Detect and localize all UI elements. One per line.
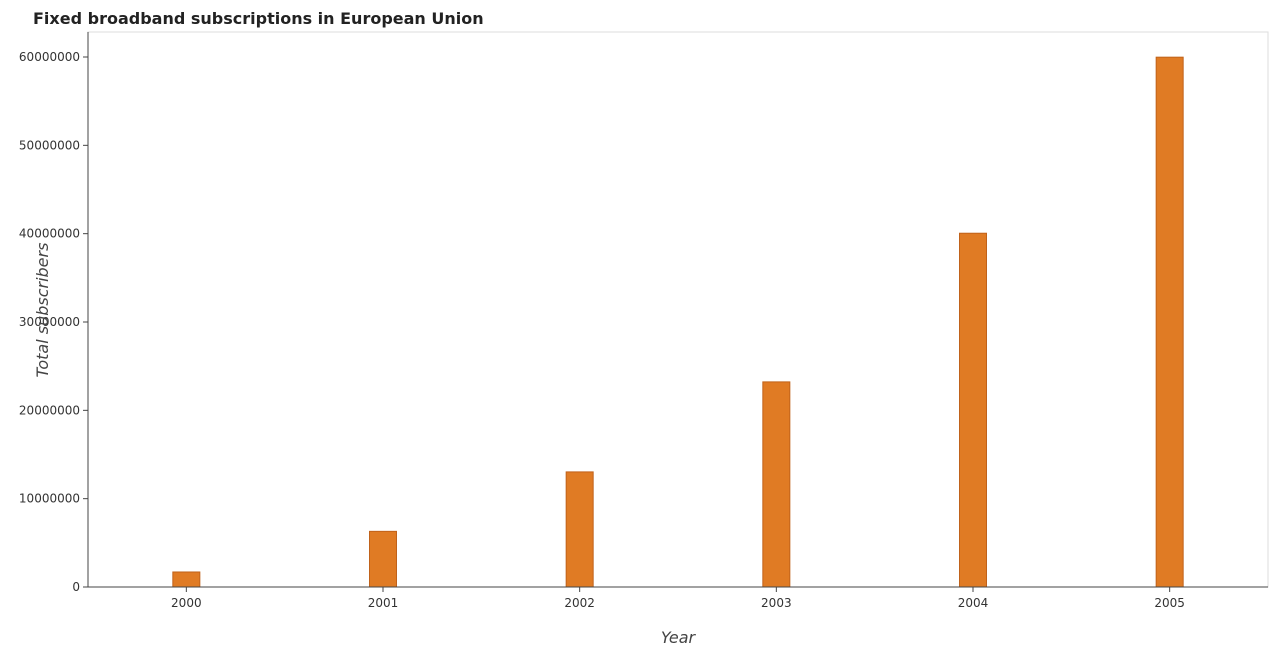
y-ticks: 0 10000000 20000000 30000000 40000000 5000000… <box>19 50 88 594</box>
y-tick-label-6: 60000000 <box>19 50 80 64</box>
x-tick-label-2001: 2001 <box>368 596 399 610</box>
y-tick-label-3: 30000000 <box>19 315 80 329</box>
bar-2000 <box>172 571 201 588</box>
y-tick-label-0: 0 <box>72 580 80 594</box>
y-tick-label-4: 40000000 <box>19 227 80 241</box>
y-tick-label-1: 10000000 <box>19 492 80 506</box>
x-tick-label-2002: 2002 <box>564 596 595 610</box>
x-ticks: 2000 2001 2002 2003 2004 2005 <box>171 587 1185 610</box>
bar-2004 <box>959 232 987 588</box>
y-axis-label: Total subscribers <box>33 243 52 378</box>
x-tick-label-2005: 2005 <box>1154 596 1185 610</box>
y-tick-label-2: 20000000 <box>19 403 80 417</box>
plot-frame <box>87 31 1269 588</box>
bar-2003 <box>762 381 791 588</box>
x-axis-label: Year <box>661 628 697 647</box>
chart-title: Fixed broadband subscriptions in Europea… <box>33 9 484 28</box>
bar-2005 <box>1155 56 1184 588</box>
x-tick-label-2000: 2000 <box>171 596 202 610</box>
bar-2001 <box>369 530 397 588</box>
x-tick-label-2004: 2004 <box>958 596 989 610</box>
bar-2002 <box>565 471 594 588</box>
x-tick-label-2003: 2003 <box>761 596 792 610</box>
bars-group <box>172 56 1184 588</box>
y-tick-label-5: 50000000 <box>19 138 80 152</box>
